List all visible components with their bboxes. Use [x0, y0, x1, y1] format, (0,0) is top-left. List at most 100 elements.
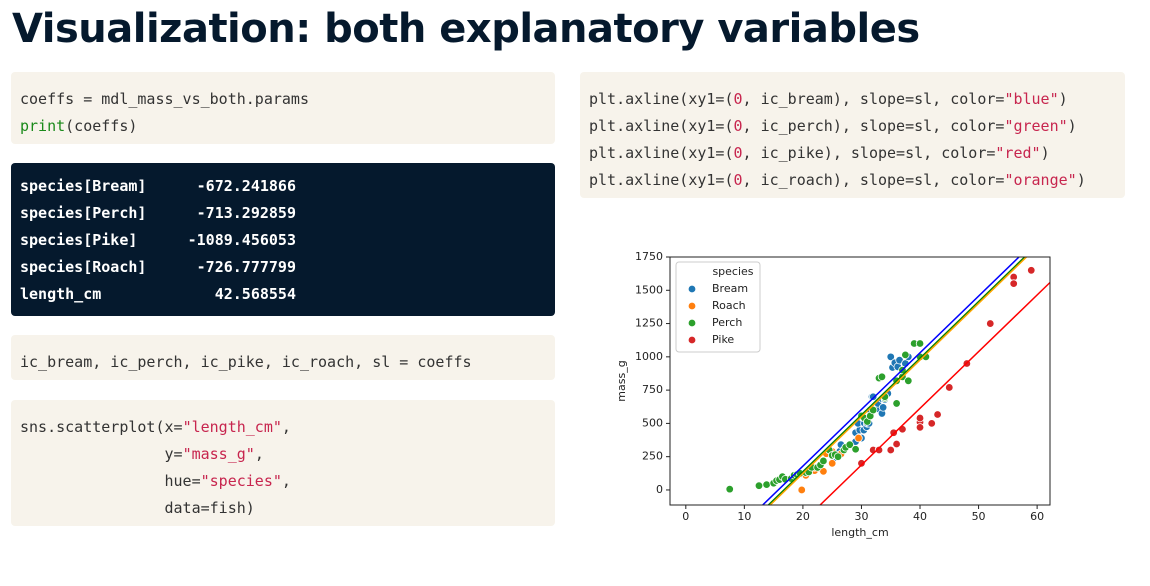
code-token: 0 [733, 90, 743, 108]
code-token: hue= [20, 472, 201, 490]
y-tick-label: 1000 [635, 350, 663, 363]
output-value: -713.292859 [196, 204, 296, 222]
point [854, 433, 863, 443]
chart: 0 10 20 30 40 50 60 0 250 500 750 1000 1250 1500 1750 l… [615, 250, 1051, 539]
y-tick-label: 1500 [635, 283, 663, 296]
slide-title: Visualization: both explanatory variable… [12, 6, 920, 52]
code-block: plt.axline(xy1=(0, ic_bream), slope=sl, … [580, 72, 1125, 198]
code-token: "green" [1004, 117, 1068, 135]
code-token: , [281, 472, 291, 490]
code-token: y= [20, 445, 183, 463]
legend-box [675, 261, 761, 353]
output-row: species[Pike] -1089.456053 [20, 227, 296, 254]
x-tick-label: 20 [796, 510, 810, 523]
code-line: plt.axline(xy1=(0, ic_perch), slope=sl, … [589, 113, 1116, 140]
point [754, 481, 764, 490]
x-tick-label: 10 [737, 510, 751, 523]
code-line: plt.axline(xy1=(0, ic_pike), slope=sl, c… [589, 140, 1116, 167]
code-token: sns.scatterplot(x= [20, 418, 183, 436]
point [857, 459, 866, 468]
point [886, 352, 895, 362]
code-token: "mass_g" [182, 445, 255, 463]
reg-line [769, 257, 1028, 505]
code-block: coeffs = mdl_mass_vs_both.params print(co… [11, 72, 555, 144]
output-name: species[Bream] [20, 177, 147, 195]
point [898, 425, 907, 434]
legend-label: Bream [712, 282, 748, 295]
code-token: ic_bream, ic_perch, ic_pike, ic_roach, s… [20, 353, 472, 371]
point [904, 376, 913, 386]
output-value: -726.777799 [196, 258, 296, 276]
code-line: sns.scatterplot(x="length_cm", [20, 414, 546, 441]
point [851, 445, 860, 454]
y-tick-label: 1750 [635, 250, 663, 263]
output-row: species[Roach] -726.777799 [20, 254, 296, 281]
code-token: , ic_roach), slope=sl, color= [742, 171, 1005, 189]
output-name: length_cm [20, 285, 102, 303]
y-tick-label: 0 [656, 483, 663, 496]
code-token: plt.axline(xy1=( [589, 90, 734, 108]
x-tick-label: 0 [682, 510, 689, 523]
point [877, 372, 887, 382]
output-row: species[Perch] -713.292859 [20, 200, 296, 227]
code-token: 0 [733, 144, 743, 162]
code-token: "orange" [1004, 171, 1077, 189]
code-line: coeffs = mdl_mass_vs_both.params [20, 86, 546, 113]
point [833, 452, 843, 461]
code-line: data=fish) [20, 495, 546, 522]
code-token: ) [1076, 171, 1086, 189]
x-axis-label: length_cm [831, 526, 888, 539]
code-token: data=fish) [20, 499, 255, 517]
point [797, 485, 806, 495]
point [986, 319, 995, 328]
legend-title: species [712, 265, 753, 278]
code-token: ) [1067, 117, 1077, 135]
output-block: species[Bream] -672.241866 species[Perch] -… [11, 163, 555, 316]
code-token: "blue" [1004, 90, 1059, 108]
code-token: coeffs = mdl_mass_vs_both.params [20, 90, 309, 108]
legend-marker [687, 284, 697, 294]
code-token: ) [1040, 144, 1050, 162]
code-line: print(coeffs) [20, 113, 546, 140]
point [927, 419, 936, 428]
reg-line [819, 281, 1050, 505]
code-token: (coeffs) [65, 117, 138, 135]
x-tick-label: 40 [913, 510, 927, 523]
point [945, 383, 954, 392]
output-name: species[Pike] [20, 231, 138, 249]
code-token: , ic_bream), slope=sl, color= [742, 90, 1005, 108]
point [878, 403, 888, 412]
point [915, 413, 925, 423]
legend-marker [687, 335, 697, 345]
legend-label: Pike [712, 333, 734, 346]
code-token: , ic_perch), slope=sl, color= [742, 117, 1005, 135]
x-tick-label: 60 [1030, 510, 1044, 523]
code-token: "length_cm" [182, 418, 282, 436]
code-token: 0 [733, 117, 743, 135]
code-line: ic_bream, ic_perch, ic_pike, ic_roach, s… [20, 349, 546, 376]
y-tick-label: 750 [642, 383, 663, 396]
code-block: ic_bream, ic_perch, ic_pike, ic_roach, s… [11, 335, 555, 380]
y-tick-label: 1250 [635, 317, 663, 330]
code-line: y="mass_g", [20, 441, 546, 468]
y-tick-label: 500 [642, 416, 663, 429]
code-token: plt.axline(xy1=( [589, 144, 734, 162]
y-tick-label: 250 [642, 450, 663, 463]
plot-area [725, 257, 1050, 505]
point [845, 440, 854, 449]
legend-marker [687, 301, 697, 311]
point [886, 445, 895, 455]
code-line: plt.axline(xy1=(0, ic_roach), slope=sl, … [589, 167, 1116, 194]
code-token: plt.axline(xy1=( [589, 171, 734, 189]
point [868, 392, 878, 401]
code-token: , [254, 445, 264, 463]
y-axis-label: mass_g [615, 360, 628, 401]
point [892, 439, 901, 449]
point [762, 480, 771, 489]
point [915, 423, 925, 432]
code-token: 0 [733, 171, 743, 189]
output-name: species[Roach] [20, 258, 147, 276]
point [901, 350, 910, 360]
plot-frame [669, 256, 1051, 506]
